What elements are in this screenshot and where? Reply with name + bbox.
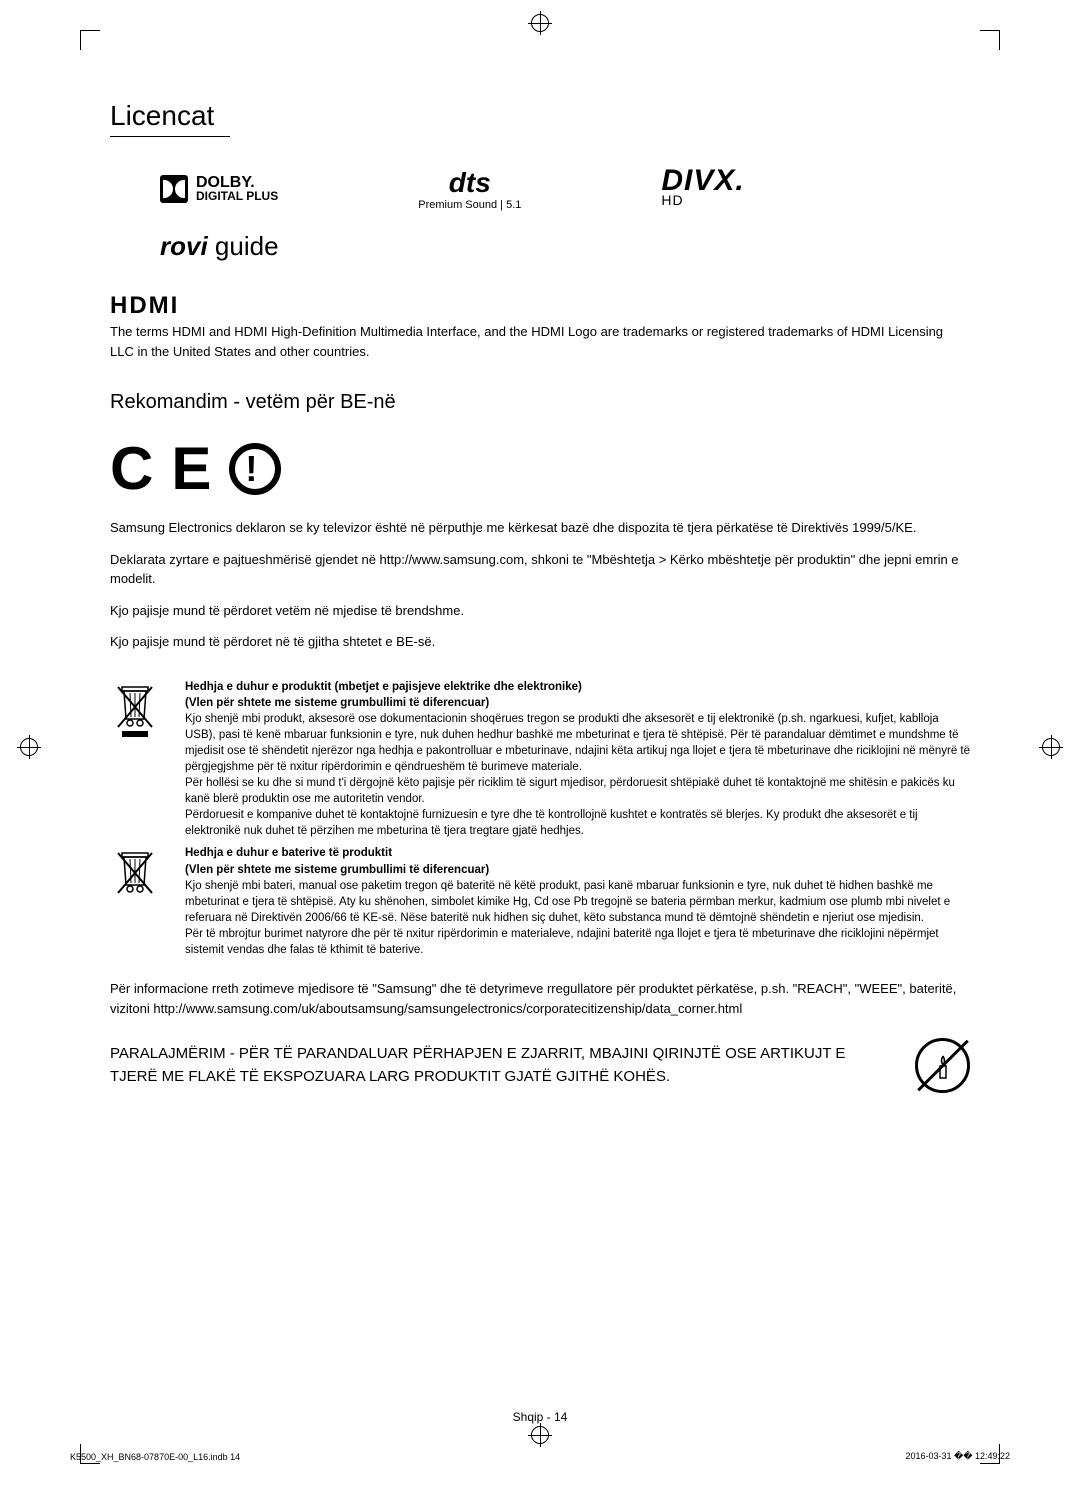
- disposal1-p3: Përdoruesit e kompanive duhet të kontakt…: [185, 807, 970, 839]
- disposal1-p1: Kjo shenjë mbi produkt, aksesorë ose dok…: [185, 711, 970, 775]
- logos-row: DOLBY. DIGITAL PLUS dts Premium Sound | …: [110, 167, 970, 211]
- disposal-battery-text: Hedhja e duhur e baterive të produktit (…: [185, 845, 970, 958]
- disposal-product: Hedhja e duhur e produktit (mbetjet e pa…: [110, 679, 970, 840]
- rovi-guide: guide: [208, 231, 279, 261]
- disposal1-subtitle: (Vlen për shtete me sisteme grumbullimi …: [185, 695, 970, 711]
- ce-e-icon: E: [171, 434, 219, 503]
- ce-para-1: Deklarata zyrtare e pajtueshmërisë gjend…: [110, 550, 970, 589]
- ce-para-2: Kjo pajisje mund të përdoret vetëm në mj…: [110, 601, 970, 621]
- registration-mark: [1042, 738, 1060, 756]
- disposal2-p2: Për të mbrojtur burimet natyrore dhe për…: [185, 926, 970, 958]
- dolby-icon: [160, 175, 188, 203]
- exclamation-icon: !: [229, 443, 281, 495]
- dolby-logo: DOLBY. DIGITAL PLUS: [160, 167, 278, 211]
- section-title: Licencat: [110, 100, 230, 137]
- footer-page: Shqip - 14: [513, 1410, 568, 1424]
- crop-mark: [980, 30, 1000, 50]
- divx-logo: DIVX. HD: [661, 167, 744, 211]
- footer-date: 2016-03-31 �� 12:49:22: [905, 1451, 1010, 1462]
- hdmi-logo: HDMI: [110, 292, 970, 320]
- registration-mark: [531, 14, 549, 32]
- divx-main: DIVX.: [661, 167, 744, 194]
- dts-sub: Premium Sound | 5.1: [418, 199, 521, 211]
- dts-logo: dts Premium Sound | 5.1: [418, 167, 521, 211]
- registration-mark: [531, 1426, 549, 1444]
- hdmi-text: The terms HDMI and HDMI High-Definition …: [110, 322, 970, 361]
- crop-mark: [80, 30, 100, 50]
- rovi-logo: rovi guide: [110, 231, 970, 262]
- rovi-brand: rovi: [160, 231, 208, 261]
- ce-para-3: Kjo pajisje mund të përdoret në të gjith…: [110, 632, 970, 652]
- dts-main: dts: [449, 167, 491, 199]
- disposal1-p2: Për hollësi se ku dhe si mund t'i dërgoj…: [185, 775, 970, 807]
- footer-file: K5500_XH_BN68-07870E-00_L16.indb 14: [70, 1452, 240, 1462]
- ce-mark: C E !: [110, 434, 970, 503]
- disposal-product-text: Hedhja e duhur e produktit (mbetjet e pa…: [185, 679, 970, 840]
- dolby-line2: DIGITAL PLUS: [196, 191, 278, 202]
- no-flame-icon: [915, 1038, 970, 1093]
- wheelie-bin-icon: [110, 845, 170, 958]
- registration-mark: [20, 738, 38, 756]
- disposal1-title: Hedhja e duhur e produktit (mbetjet e pa…: [185, 679, 970, 695]
- disposal2-subtitle: (Vlen për shtete me sisteme grumbullimi …: [185, 862, 970, 878]
- warning-block: PARALAJMËRIM - PËR TË PARANDALUAR PËRHAP…: [110, 1038, 970, 1093]
- info-para: Për informacione rreth zotimeve mjedisor…: [110, 979, 970, 1018]
- disposal2-title: Hedhja e duhur e baterive të produktit: [185, 845, 970, 861]
- disposal-battery: Hedhja e duhur e baterive të produktit (…: [110, 845, 970, 958]
- ce-c-icon: C: [110, 434, 161, 503]
- wheelie-bin-icon: [110, 679, 170, 840]
- dolby-text: DOLBY. DIGITAL PLUS: [196, 176, 278, 201]
- disposal2-p1: Kjo shenjë mbi bateri, manual ose paketi…: [185, 878, 970, 926]
- recommendation-title: Rekomandim - vetëm për BE-në: [110, 391, 970, 414]
- ce-para-0: Samsung Electronics deklaron se ky telev…: [110, 518, 970, 538]
- warning-text: PARALAJMËRIM - PËR TË PARANDALUAR PËRHAP…: [110, 1043, 895, 1088]
